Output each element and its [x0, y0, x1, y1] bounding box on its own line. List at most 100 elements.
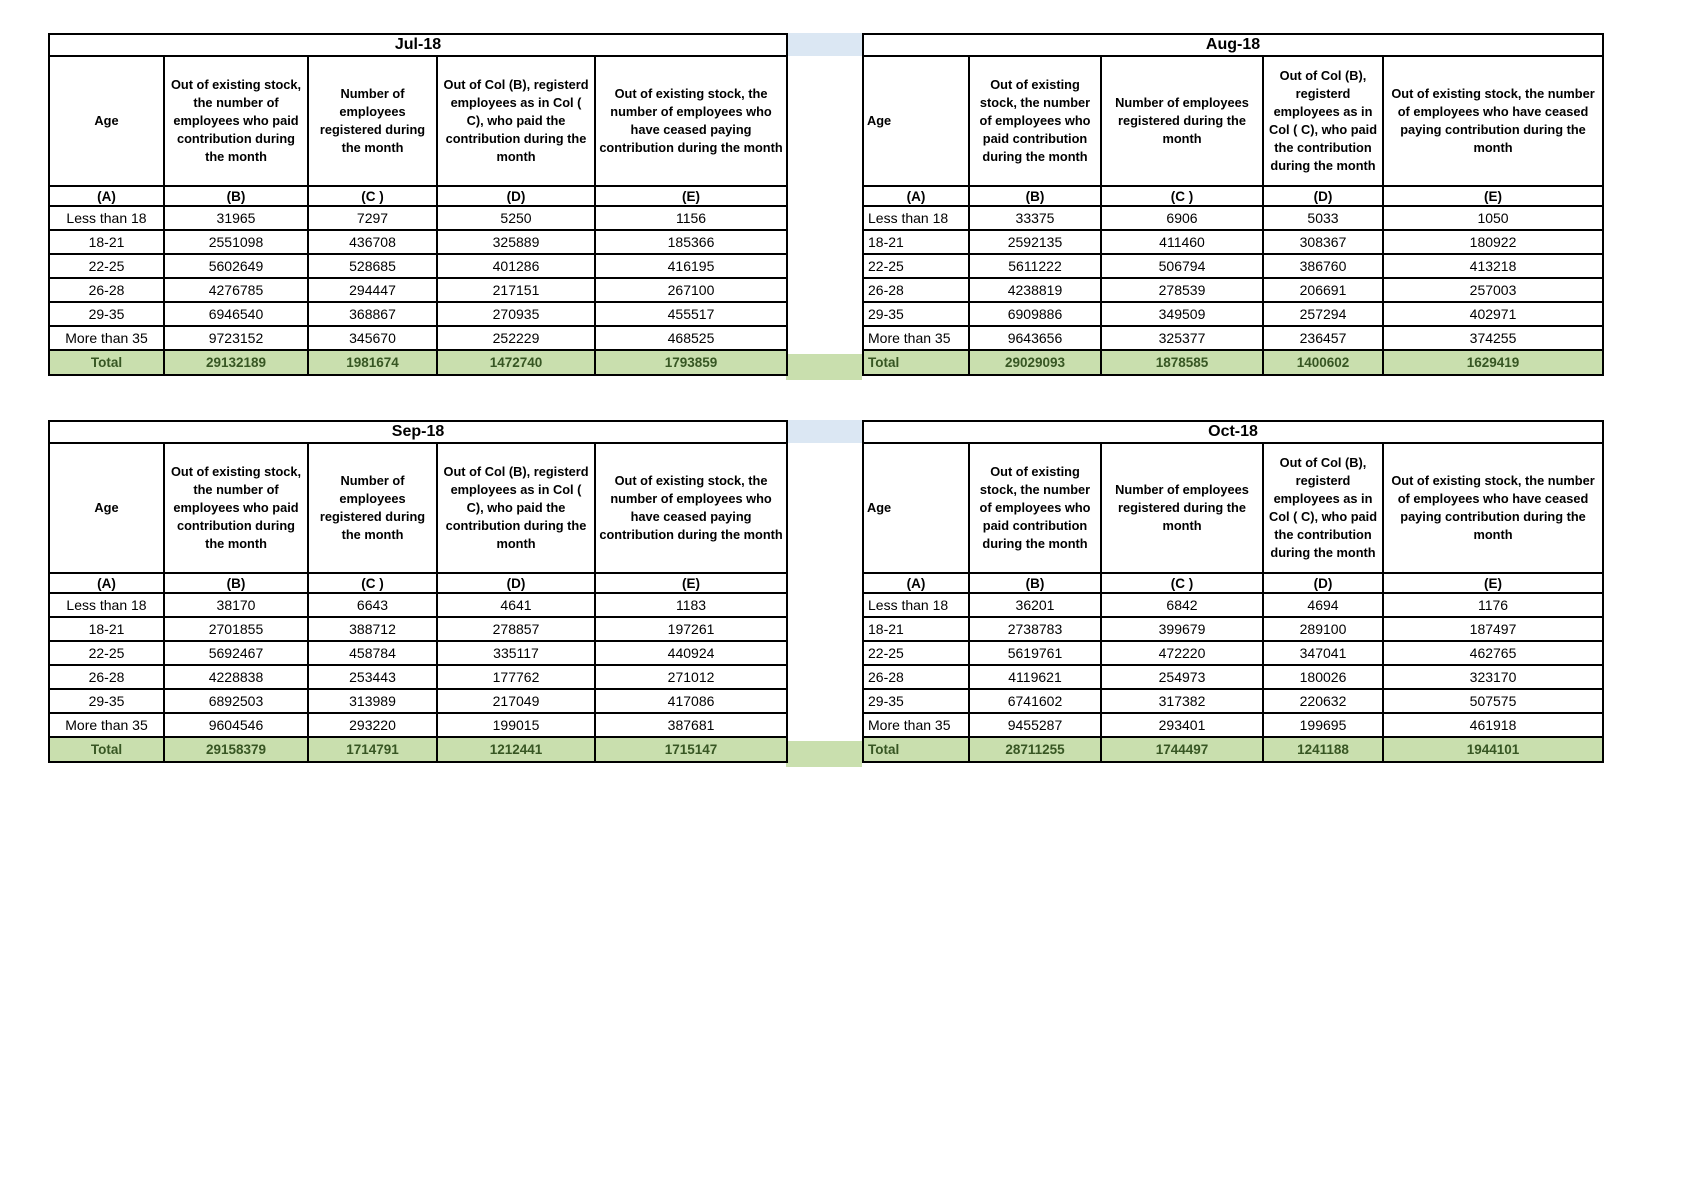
cell-value: 313989	[307, 688, 438, 714]
cell-value: 6842	[1100, 592, 1264, 618]
header-col-e: Out of existing stock, the number of emp…	[1381, 442, 1605, 574]
table-row: 22-25 5692467 458784 335117 440924	[48, 640, 789, 666]
cell-value: 206691	[1262, 277, 1384, 303]
table-row: 29-35 6892503 313989 217049 417086	[48, 688, 789, 714]
table-row: 26-28 4119621 254973 180026 323170	[862, 664, 1605, 690]
cell-value: 6946540	[163, 301, 309, 327]
total-label: Total	[862, 349, 970, 376]
header-age: Age	[48, 442, 165, 574]
total-row: Total 28711255 1744497 1241188 1944101	[862, 736, 1605, 763]
letter-c: (C )	[1100, 572, 1264, 594]
cell-value: 5692467	[163, 640, 309, 666]
title-gap-strip	[786, 33, 862, 56]
column-letters-row: (A) (B) (C ) (D) (E)	[862, 185, 1605, 207]
column-letters-row: (A) (B) (C ) (D) (E)	[862, 572, 1605, 594]
cell-age: 18-21	[48, 616, 165, 642]
cell-age: 29-35	[48, 688, 165, 714]
cell-value: 271012	[593, 664, 789, 690]
table-row: 18-21 2701855 388712 278857 197261	[48, 616, 789, 642]
cell-value: 278857	[436, 616, 596, 642]
letter-e: (E)	[1381, 572, 1605, 594]
cell-value: 4641	[436, 592, 596, 618]
table-row: 22-25 5619761 472220 347041 462765	[862, 640, 1605, 666]
month-title-row: Jul-18	[47, 33, 789, 57]
cell-value: 325377	[1100, 325, 1264, 351]
cell-value: 4694	[1262, 592, 1384, 618]
column-letters-row: (A) (B) (C ) (D) (E)	[48, 185, 789, 207]
table-row: 18-21 2738783 399679 289100 187497	[862, 616, 1605, 642]
column-letters-row: (A) (B) (C ) (D) (E)	[48, 572, 789, 594]
cell-age: 22-25	[862, 253, 970, 279]
table-row: Less than 18 38170 6643 4641 1183	[48, 592, 789, 618]
table-row: 18-21 2592135 411460 308367 180922	[862, 229, 1605, 255]
cell-value: 293401	[1100, 712, 1264, 738]
total-value-e: 1629419	[1381, 349, 1605, 376]
total-value-d: 1212441	[436, 736, 596, 763]
cell-age: 22-25	[48, 253, 165, 279]
header-age: Age	[862, 55, 970, 187]
cell-age: 18-21	[862, 616, 970, 642]
cell-value: 5619761	[968, 640, 1102, 666]
letter-e: (E)	[593, 185, 789, 207]
cell-value: 347041	[1262, 640, 1384, 666]
table-row: More than 35 9455287 293401 199695 461918	[862, 712, 1605, 738]
cell-value: 368867	[307, 301, 438, 327]
cell-value: 180026	[1262, 664, 1384, 690]
cell-value: 38170	[163, 592, 309, 618]
header-col-c: Number of employees registered during th…	[1100, 442, 1264, 574]
cell-age: Less than 18	[48, 205, 165, 231]
letter-b: (B)	[163, 572, 309, 594]
total-row: Total 29029093 1878585 1400602 1629419	[862, 349, 1605, 376]
header-col-c: Number of employees registered during th…	[307, 55, 438, 187]
total-value-d: 1400602	[1262, 349, 1384, 376]
cell-value: 411460	[1100, 229, 1264, 255]
column-header-row: Age Out of existing stock, the number of…	[862, 55, 1605, 187]
cell-value: 5611222	[968, 253, 1102, 279]
letter-c: (C )	[307, 185, 438, 207]
column-header-row: Age Out of existing stock, the number of…	[48, 442, 789, 574]
total-label: Total	[48, 349, 165, 376]
month-title: Jul-18	[394, 36, 442, 53]
cell-value: 4228838	[163, 664, 309, 690]
header-col-c: Number of employees registered during th…	[1100, 55, 1264, 187]
total-value-e: 1715147	[593, 736, 789, 763]
total-row: Total 29158379 1714791 1212441 1715147	[48, 736, 789, 763]
cell-value: 4238819	[968, 277, 1102, 303]
cell-value: 2738783	[968, 616, 1102, 642]
cell-age: 26-28	[862, 277, 970, 303]
letter-a: (A)	[862, 185, 970, 207]
header-col-d: Out of Col (B), registerd employees as i…	[436, 55, 596, 187]
total-value-b: 29158379	[163, 736, 309, 763]
header-col-c: Number of employees registered during th…	[307, 442, 438, 574]
cell-age: 26-28	[48, 664, 165, 690]
cell-value: 267100	[593, 277, 789, 303]
cell-value: 199695	[1262, 712, 1384, 738]
letter-c: (C )	[307, 572, 438, 594]
month-title: Oct-18	[1208, 423, 1258, 440]
cell-value: 455517	[593, 301, 789, 327]
cell-age: 29-35	[862, 301, 970, 327]
cell-value: 9643656	[968, 325, 1102, 351]
total-value-c: 1981674	[307, 349, 438, 376]
letter-b: (B)	[163, 185, 309, 207]
month-title: Aug-18	[1205, 36, 1261, 53]
cell-value: 253443	[307, 664, 438, 690]
total-gap-strip	[786, 741, 862, 767]
cell-value: 387681	[593, 712, 789, 738]
total-value-e: 1793859	[593, 349, 789, 376]
column-header-row: Age Out of existing stock, the number of…	[48, 55, 789, 187]
letter-d: (D)	[436, 185, 596, 207]
table-row: Less than 18 31965 7297 5250 1156	[48, 205, 789, 231]
letter-e: (E)	[1381, 185, 1605, 207]
cell-value: 180922	[1381, 229, 1605, 255]
letter-c: (C )	[1100, 185, 1264, 207]
table-row: 26-28 4228838 253443 177762 271012	[48, 664, 789, 690]
cell-value: 2551098	[163, 229, 309, 255]
cell-value: 257003	[1381, 277, 1605, 303]
cell-age: 26-28	[862, 664, 970, 690]
table-row: Less than 18 36201 6842 4694 1176	[862, 592, 1605, 618]
table-row: 22-25 5602649 528685 401286 416195	[48, 253, 789, 279]
table-row: 29-35 6909886 349509 257294 402971	[862, 301, 1605, 327]
header-col-e: Out of existing stock, the number of emp…	[593, 55, 789, 187]
cell-age: 18-21	[862, 229, 970, 255]
